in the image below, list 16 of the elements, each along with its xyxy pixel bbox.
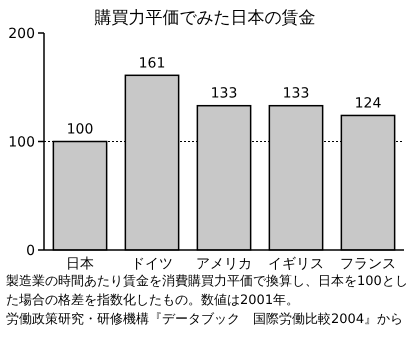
x-tick-label: イギリス (268, 256, 324, 272)
text: 製造業の時間あたり賃金を消費購買力平価で換算し、日本を100とした場合の格差を指数化したもの。数値は2001年。 (6, 273, 409, 310)
data-label: 133 (210, 86, 238, 102)
x-tick-label: アメリカ (196, 256, 252, 272)
chart-title: 購買力平価でみた日本の賃金 (94, 8, 316, 28)
data-label: 100 (66, 122, 94, 138)
y-tick-label: 100 (8, 134, 35, 150)
x-tick-label: 日本 (66, 256, 94, 272)
y-tick-label: 0 (26, 243, 35, 259)
data-label: 161 (138, 55, 166, 72)
data-label: 124 (354, 95, 382, 112)
x-tick-label: ドイツ (131, 256, 173, 272)
text: 労働政策研究・研修機構『データブック 国際労働比較2004』から (6, 311, 404, 329)
y-tick-label: 200 (8, 26, 35, 42)
x-tick-label: フランス (340, 256, 396, 272)
data-label: 133 (282, 86, 310, 102)
